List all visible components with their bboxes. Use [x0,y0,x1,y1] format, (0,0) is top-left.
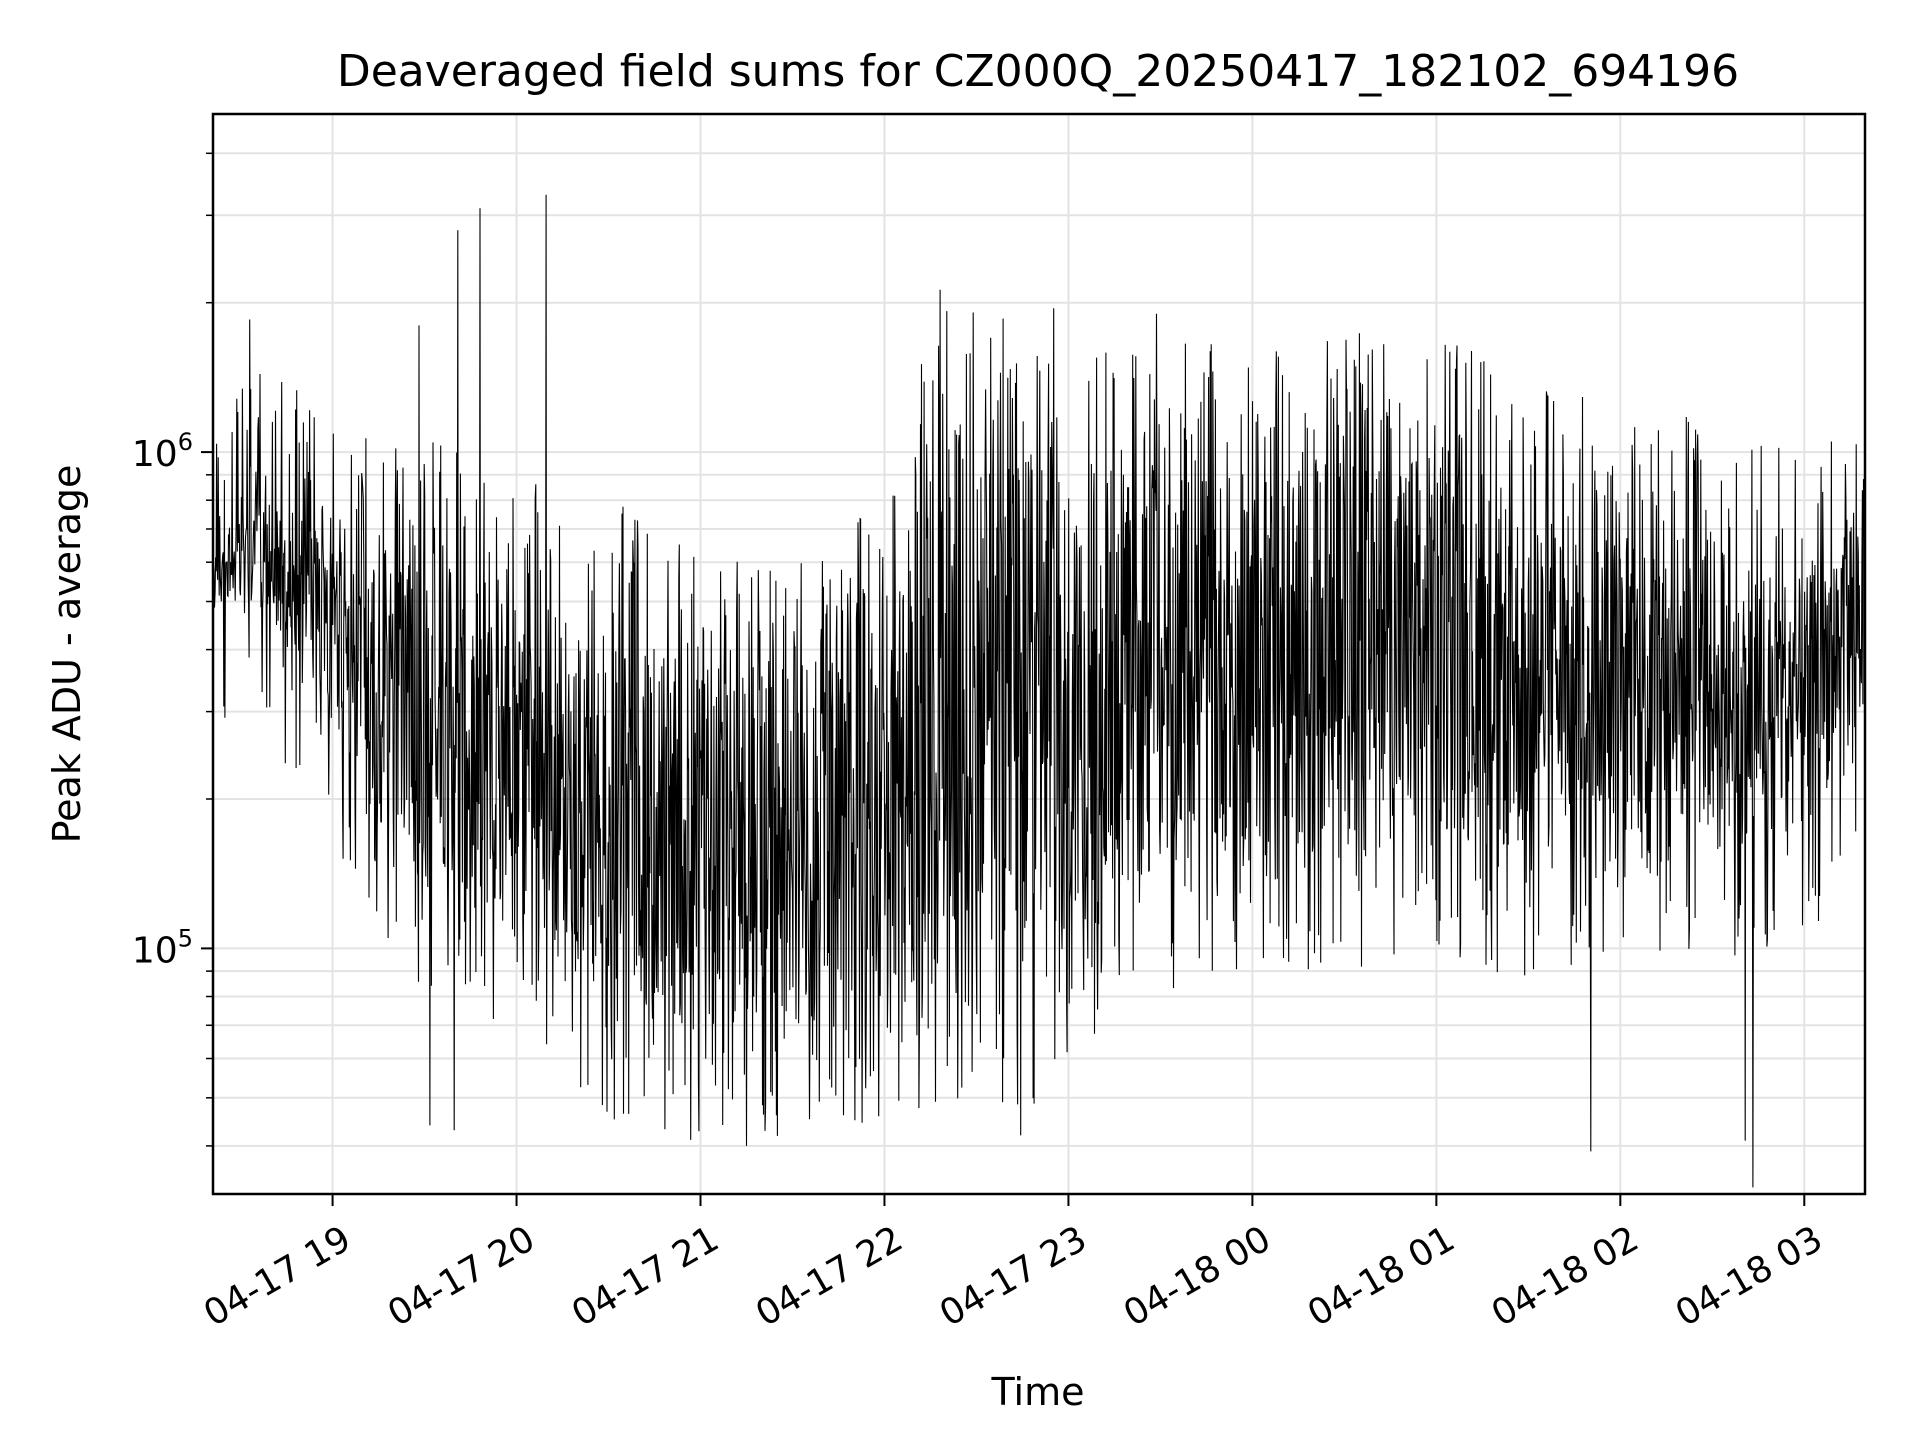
y-tick-label: 105 [132,924,193,971]
chart-title: Deaveraged field sums for CZ000Q_2025041… [337,46,1739,97]
plot-frame [211,112,1867,1196]
series-layer [212,194,1866,1188]
x-axis-label: Time [991,1370,1085,1414]
y-axis-label: Peak ADU - average [45,465,89,844]
series-line [212,194,1866,1188]
y-tick-label: 106 [132,428,193,475]
